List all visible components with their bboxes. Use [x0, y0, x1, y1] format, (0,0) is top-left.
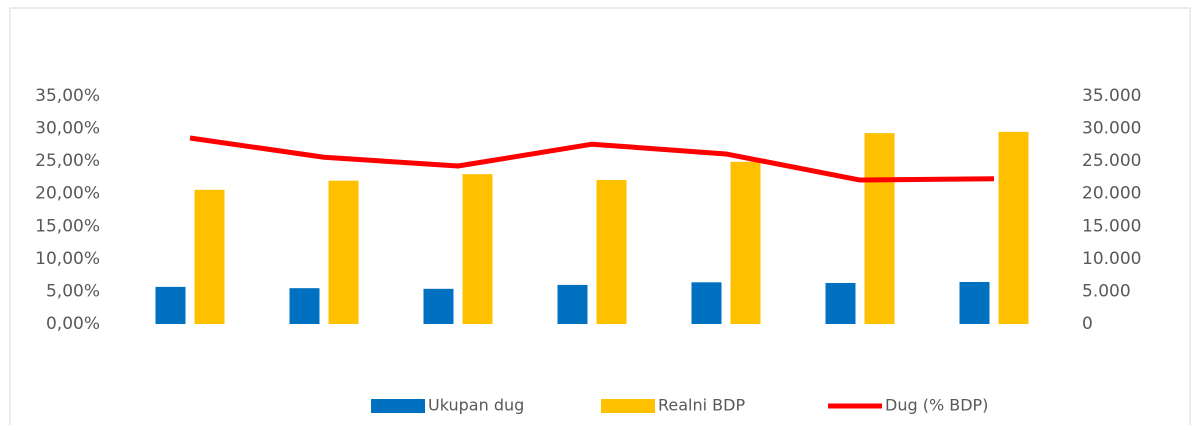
y-tick-label: 10,00% [35, 249, 100, 269]
y-tick-label: 15,00% [35, 216, 100, 236]
y2-tick-label: 15.000 [1082, 216, 1141, 236]
legend-label: Realni BDP [658, 396, 745, 415]
y-tick-label: 5,00% [46, 281, 100, 301]
bar [462, 174, 493, 324]
bar [691, 282, 722, 324]
y-tick-label: 30,00% [35, 119, 100, 139]
y2-tick-label: 5.000 [1082, 281, 1131, 301]
line [189, 135, 995, 183]
y2-tick-label: 30.000 [1082, 119, 1141, 139]
bar [959, 281, 990, 324]
y-tick-label: 25,00% [35, 151, 100, 171]
bar [155, 286, 186, 324]
y2-tick-label: 10.000 [1082, 249, 1141, 269]
legend-label: Ukupan dug [428, 396, 524, 415]
y-tick-label: 20,00% [35, 184, 100, 204]
bar [557, 284, 588, 324]
y-tick-label: 35,00% [35, 86, 100, 106]
bar [423, 288, 454, 324]
bar [596, 180, 627, 324]
bar [194, 189, 225, 324]
bar [328, 180, 359, 324]
y2-tick-label: 25.000 [1082, 151, 1141, 171]
legend-label: Dug (% BDP) [885, 396, 988, 415]
legend-swatch [371, 399, 425, 413]
y2-tick-label: 0 [1082, 314, 1093, 334]
y2-tick-label: 35.000 [1082, 86, 1141, 106]
bar [998, 131, 1029, 324]
bar [864, 133, 895, 324]
legend-swatch [601, 399, 655, 413]
y2-tick-label: 20.000 [1082, 184, 1141, 204]
y-tick-label: 0,00% [46, 314, 100, 334]
bar [730, 161, 761, 324]
bar [825, 282, 856, 324]
bar [289, 288, 320, 324]
